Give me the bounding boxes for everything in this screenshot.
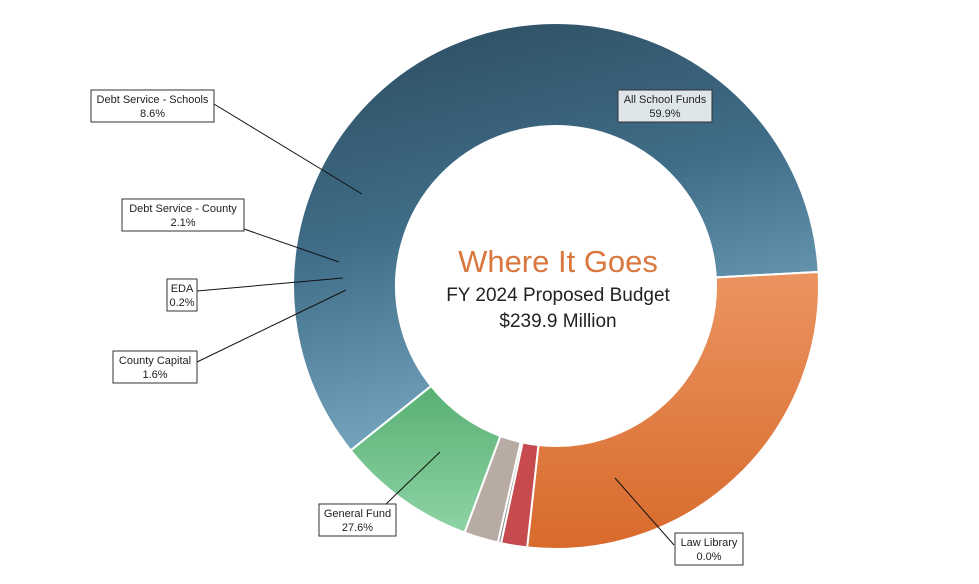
value-label-county-capital: 1.6% — [142, 369, 167, 381]
center-text: Where It Goes FY 2024 Proposed Budget $2… — [446, 244, 670, 332]
category-label-general-fund: General Fund — [324, 508, 391, 520]
category-label-debt-service-schools: Debt Service - Schools — [97, 94, 209, 106]
value-label-debt-service-schools: 8.6% — [140, 108, 165, 120]
label-county-capital: County Capital 1.6% — [112, 350, 198, 384]
leader-lines — [196, 103, 675, 546]
leader-line-debt-service-county — [243, 228, 340, 263]
value-label-debt-service-county: 2.1% — [170, 217, 195, 229]
value-label-all-school-funds: 59.9% — [649, 108, 680, 120]
leader-line-debt-service-schools — [213, 103, 363, 195]
label-box-eda — [166, 278, 198, 312]
donut-slices — [292, 22, 820, 550]
label-box-county-capital — [112, 350, 198, 384]
category-label-all-school-funds: All School Funds — [624, 94, 707, 106]
leader-line-eda — [196, 277, 344, 292]
label-debt-service-county: Debt Service - County 2.1% — [121, 198, 245, 232]
label-box-all-school-funds — [617, 89, 713, 123]
chart-subtitle-line-2: $239.9 Million — [499, 311, 616, 332]
label-general-fund: General Fund 27.6% — [318, 503, 397, 537]
slice-labels: All School Funds 59.9% Law Library 0.0% Gene… — [90, 89, 744, 566]
label-all-school-funds: All School Funds 59.9% — [617, 89, 713, 123]
chart-subtitle-line-1: FY 2024 Proposed Budget — [446, 285, 670, 306]
category-label-county-capital: County Capital — [119, 355, 191, 367]
chart-title: Where It Goes — [458, 244, 658, 279]
label-debt-service-schools: Debt Service - Schools 8.6% — [90, 89, 215, 123]
label-box-law-library — [674, 532, 744, 566]
label-eda: EDA 0.2% — [166, 278, 198, 312]
value-label-law-library: 0.0% — [696, 551, 721, 563]
label-box-debt-service-schools — [90, 89, 215, 123]
slice-general-fund — [526, 270, 820, 550]
slice-debt-service-schools — [349, 384, 502, 534]
leader-line-county-capital — [196, 289, 347, 363]
label-law-library: Law Library 0.0% — [674, 532, 744, 566]
leader-line-law-library — [614, 477, 675, 546]
category-label-eda: EDA — [171, 283, 194, 295]
category-label-debt-service-county: Debt Service - County — [129, 203, 237, 215]
label-box-general-fund — [318, 503, 397, 537]
value-label-eda: 0.2% — [169, 297, 194, 309]
leader-line-general-fund — [384, 451, 441, 506]
slice-all-school-funds — [292, 22, 820, 452]
category-label-law-library: Law Library — [681, 537, 738, 549]
label-box-debt-service-county — [121, 198, 245, 232]
value-label-general-fund: 27.6% — [342, 522, 373, 534]
